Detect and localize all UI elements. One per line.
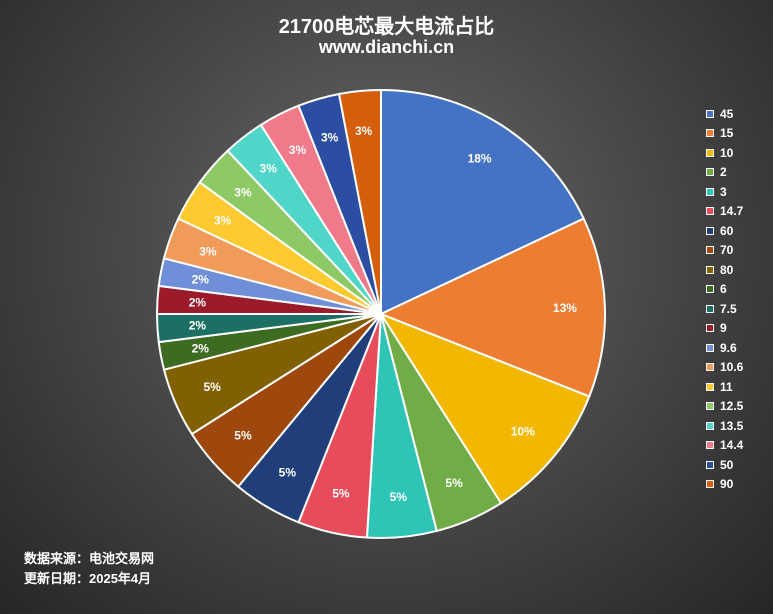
pie-label-13.5: 3%	[260, 162, 278, 176]
legend-item-2: 2	[706, 163, 743, 183]
legend-item-14.4: 14.4	[706, 436, 743, 456]
legend-label-45: 45	[720, 106, 734, 121]
pie-label-60: 5%	[279, 465, 297, 479]
pie-label-9: 2%	[189, 295, 207, 309]
pie-slice-15	[378, 217, 606, 398]
legend-swatch-80	[706, 265, 714, 274]
legend-label-10.6: 10.6	[720, 360, 744, 375]
legend-item-7.5: 7.5	[706, 299, 743, 319]
chart-title: 21700电芯最大电流占比	[278, 16, 495, 38]
pie-label-50: 3%	[321, 130, 339, 144]
pie-label-3: 5%	[390, 490, 408, 504]
pie-label-10.6: 3%	[199, 245, 217, 259]
pie-label-70: 5%	[234, 429, 252, 443]
legend-swatch-15	[706, 129, 714, 138]
legend-item-50: 50	[706, 455, 743, 475]
legend-item-80: 80	[706, 260, 743, 280]
pie-label-12.5: 3%	[234, 185, 252, 199]
legend-item-15: 15	[706, 124, 743, 144]
legend-swatch-45	[706, 109, 714, 118]
legend-swatch-10	[706, 148, 714, 157]
legend-swatch-60	[706, 226, 714, 235]
chart-subtitle: www.dianchi.cn	[318, 37, 455, 57]
legend-label-15: 15	[720, 126, 734, 141]
legend-label-9.6: 9.6	[720, 340, 737, 355]
legend-swatch-3	[706, 187, 714, 196]
legend-label-14.4: 14.4	[720, 438, 744, 453]
pie-slice-90	[337, 88, 382, 315]
legend-swatch-7.5	[706, 304, 714, 313]
legend-item-60: 60	[706, 221, 743, 241]
legend-label-80: 80	[720, 262, 734, 277]
legend-swatch-12.5	[706, 402, 714, 411]
pie-slice-45	[380, 88, 586, 316]
legend: 45 15 10 2 3 14.7 60 70 80 6 7.5 9 9.6 10.6 11 12.5 13.5…	[706, 104, 743, 494]
legend-label-10: 10	[720, 145, 734, 160]
legend-label-7.5: 7.5	[720, 301, 737, 316]
pie-label-2: 5%	[445, 476, 463, 490]
legend-swatch-2	[706, 168, 714, 177]
legend-swatch-50	[706, 460, 714, 469]
pie-label-11: 3%	[214, 213, 232, 227]
legend-swatch-70	[706, 246, 714, 255]
legend-label-90: 90	[720, 477, 734, 492]
legend-label-70: 70	[720, 243, 734, 258]
legend-label-50: 50	[720, 457, 734, 472]
pie-slice-10	[378, 311, 591, 505]
pie-label-80: 5%	[203, 380, 221, 394]
legend-swatch-14.4	[706, 441, 714, 450]
legend-item-10.6: 10.6	[706, 358, 743, 378]
legend-label-13.5: 13.5	[720, 418, 744, 433]
legend-item-11: 11	[706, 377, 743, 397]
pie-label-45: 18%	[468, 152, 492, 166]
legend-item-9: 9	[706, 319, 743, 339]
legend-label-6: 6	[720, 282, 727, 297]
legend-label-2: 2	[720, 165, 727, 180]
legend-label-14.7: 14.7	[720, 204, 744, 219]
legend-item-90: 90	[706, 475, 743, 495]
update-date-note: 更新日期：2025年4月	[24, 571, 152, 586]
legend-swatch-6	[706, 285, 714, 294]
pie-label-14.7: 5%	[332, 487, 350, 501]
legend-swatch-10.6	[706, 363, 714, 372]
legend-item-9.6: 9.6	[706, 338, 743, 358]
legend-swatch-9.6	[706, 343, 714, 352]
legend-label-9: 9	[720, 321, 727, 336]
legend-item-70: 70	[706, 241, 743, 261]
pie-label-7.5: 2%	[189, 319, 207, 333]
pie-label-9.6: 2%	[192, 273, 210, 287]
legend-item-10: 10	[706, 143, 743, 163]
legend-item-3: 3	[706, 182, 743, 202]
data-source-note: 数据来源：电池交易网	[24, 551, 155, 566]
legend-swatch-90	[706, 480, 714, 489]
legend-item-13.5: 13.5	[706, 416, 743, 436]
legend-swatch-14.7	[706, 207, 714, 216]
pie-label-6: 2%	[192, 341, 210, 355]
pie-label-90: 3%	[355, 124, 373, 138]
legend-swatch-11	[706, 382, 714, 391]
legend-label-60: 60	[720, 223, 734, 238]
pie-label-14.4: 3%	[289, 143, 307, 157]
legend-item-12.5: 12.5	[706, 397, 743, 417]
pie-label-10: 10%	[511, 424, 535, 438]
legend-item-6: 6	[706, 280, 743, 300]
legend-swatch-9	[706, 324, 714, 333]
legend-label-12.5: 12.5	[720, 399, 744, 414]
legend-label-11: 11	[720, 379, 733, 394]
legend-item-45: 45	[706, 104, 743, 124]
pie-label-15: 13%	[553, 301, 577, 315]
legend-swatch-13.5	[706, 421, 714, 430]
legend-item-14.7: 14.7	[706, 202, 743, 222]
legend-label-3: 3	[720, 184, 727, 199]
